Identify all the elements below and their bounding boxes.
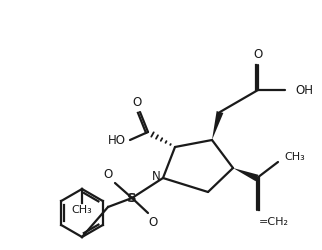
Text: O: O bbox=[253, 48, 263, 60]
Polygon shape bbox=[233, 168, 258, 181]
Text: O: O bbox=[132, 96, 142, 110]
Text: O: O bbox=[103, 168, 113, 181]
Text: N: N bbox=[152, 170, 160, 183]
Text: =CH₂: =CH₂ bbox=[259, 217, 289, 227]
Polygon shape bbox=[212, 111, 223, 140]
Text: CH₃: CH₃ bbox=[284, 152, 305, 162]
Text: O: O bbox=[148, 216, 158, 228]
Text: OH: OH bbox=[295, 84, 313, 96]
Text: CH₃: CH₃ bbox=[71, 205, 92, 215]
Text: S: S bbox=[127, 192, 137, 204]
Text: HO: HO bbox=[108, 134, 126, 146]
